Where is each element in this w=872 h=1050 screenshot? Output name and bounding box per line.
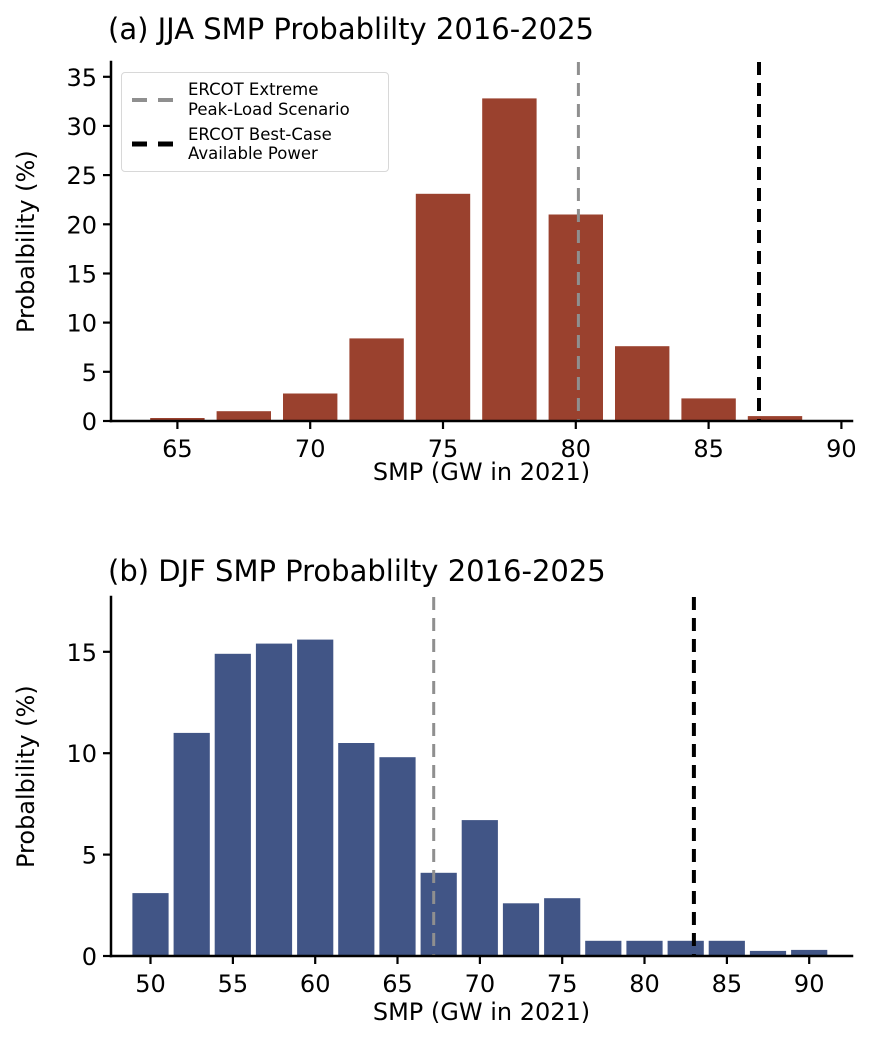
bar-75 (544, 898, 581, 956)
jja-chart-title: (a) JJA SMP Probablilty 2016-2025 (108, 12, 594, 46)
bar-57.5 (255, 643, 293, 956)
bar-90 (791, 949, 828, 956)
bar-75 (415, 193, 471, 421)
chart-panel-djf: 50 55 60 65 70 75 80 85 90 0 5 10 15 (b) DJF SMP Pro… (0, 540, 872, 1050)
y-tick-label: 10 (66, 740, 97, 768)
djf-chart-title: (b) DJF SMP Probablilty 2016-2025 (108, 554, 606, 588)
x-tick-label: 80 (629, 970, 660, 998)
black-dashed-line-sample (132, 141, 176, 147)
bar-70 (283, 393, 338, 421)
bar-77.5 (585, 940, 622, 956)
bar-80 (548, 214, 603, 421)
bar-55 (214, 653, 251, 956)
bar-65 (379, 757, 416, 956)
bars-group (150, 98, 803, 422)
legend-label-line: Available Power (188, 144, 318, 164)
tick-labels: 65 70 75 80 85 90 0 5 10 15 20 25 30 35 (66, 64, 856, 463)
bar-65 (150, 418, 205, 421)
djf-x-axis-label: SMP (GW in 2021) (372, 998, 591, 1026)
x-tick-label: 90 (794, 970, 825, 998)
bar-77.5 (482, 98, 537, 422)
legend-item-best-case-available: ERCOT Best-Case Available Power (130, 125, 378, 165)
x-tick-label: 50 (135, 970, 166, 998)
bar-50 (132, 893, 169, 956)
gray-dashed-line-sample (132, 97, 176, 102)
x-tick-label: 70 (465, 970, 496, 998)
legend-box: ERCOT Extreme Peak-Load Scenario ERCOT B… (121, 72, 389, 173)
axes-spines (109, 595, 854, 958)
bar-72.5 (349, 338, 404, 421)
legend-label-line: ERCOT Extreme (188, 80, 319, 99)
y-tick-label: 30 (66, 113, 97, 141)
y-tick-label: 20 (66, 211, 97, 239)
x-tick-label: 65 (382, 970, 413, 998)
y-tick-label: 15 (66, 261, 97, 289)
x-tick-label: 90 (826, 435, 857, 463)
x-tick-label: 65 (162, 435, 193, 463)
bars-group (132, 639, 828, 956)
bar-67.5 (420, 872, 457, 956)
x-tick-label: 75 (428, 435, 459, 463)
legend-item-extreme-peak-load: ERCOT Extreme Peak-Load Scenario (130, 80, 378, 120)
jja-y-axis-label: Probalbility (%) (12, 150, 40, 333)
x-tick-label: 75 (547, 970, 578, 998)
axes-spines (109, 60, 854, 423)
bar-87.5 (749, 950, 787, 956)
legend-label-line: ERCOT Best-Case (188, 124, 332, 144)
legend-label-extreme-peak-load: ERCOT Extreme Peak-Load Scenario (188, 80, 350, 120)
chart-panel-jja: 65 70 75 80 85 90 0 5 10 15 20 25 30 35 (a) JJA SMP P… (12, 12, 857, 486)
jja-plot-area: 65 70 75 80 85 90 0 5 10 15 20 25 30 35 (66, 60, 857, 463)
bar-70 (461, 820, 498, 956)
x-tick-label: 85 (693, 435, 724, 463)
legend-label-line: Peak-Load Scenario (188, 99, 350, 119)
bar-85 (681, 398, 736, 421)
bar-80 (626, 940, 663, 956)
bar-82.5 (667, 940, 704, 956)
bar-60 (297, 639, 334, 956)
x-tick-label: 70 (295, 435, 326, 463)
djf-y-axis-label: Probalbility (%) (12, 685, 40, 868)
y-tick-label: 5 (82, 842, 97, 870)
tick-marks (103, 75, 843, 429)
y-tick-label: 0 (82, 408, 97, 436)
x-tick-label: 55 (218, 970, 249, 998)
y-tick-label: 0 (82, 943, 97, 971)
x-tick-label: 80 (561, 435, 592, 463)
bar-72.5 (502, 903, 540, 956)
djf-plot-area: 50 55 60 65 70 75 80 85 90 0 5 10 15 (66, 595, 854, 998)
x-tick-label: 60 (300, 970, 331, 998)
legend-label-best-case-available: ERCOT Best-Case Available Power (188, 125, 332, 165)
tick-labels: 50 55 60 65 70 75 80 85 90 0 5 10 15 (66, 639, 824, 998)
y-tick-label: 25 (66, 162, 97, 190)
jja-x-axis-label: SMP (GW in 2021) (372, 458, 591, 486)
bar-62.5 (338, 743, 375, 956)
bar-52.5 (173, 732, 210, 956)
y-tick-label: 35 (66, 64, 97, 92)
bar-82.5 (615, 346, 670, 421)
bar-67.5 (216, 411, 271, 421)
y-tick-label: 15 (66, 639, 97, 667)
tick-marks (103, 650, 811, 964)
y-tick-label: 10 (66, 310, 97, 338)
bar-87.5 (747, 416, 803, 421)
y-tick-label: 5 (82, 359, 97, 387)
bar-85 (708, 940, 745, 956)
x-tick-label: 85 (712, 970, 743, 998)
